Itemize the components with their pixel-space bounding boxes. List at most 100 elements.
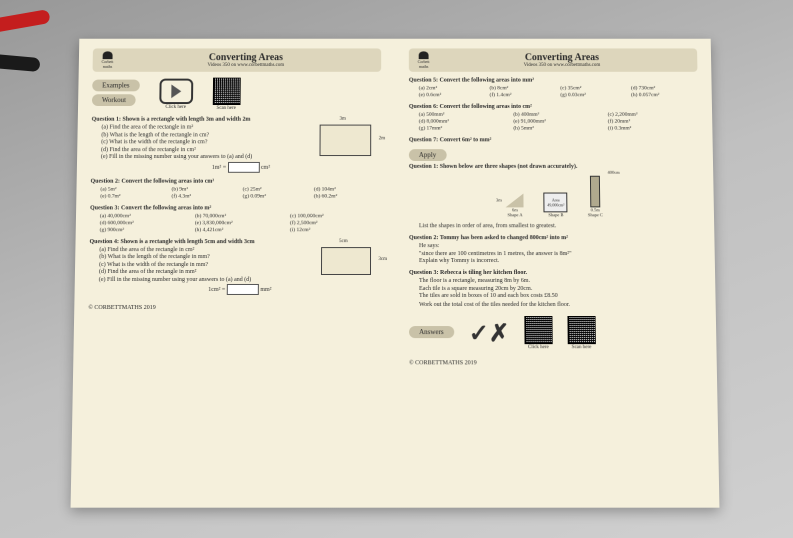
q5-c: (c) 35cm² — [560, 85, 627, 91]
q1-eq-right: cm² — [261, 164, 270, 170]
triangle-icon — [506, 194, 524, 208]
q3-e: (e) 3,830,000cm² — [195, 220, 286, 226]
aq3-l2: Each tile is a square measuring 20cm by … — [419, 285, 701, 291]
q2-title: Question 2: Convert the following areas … — [91, 178, 382, 184]
answers-row: Answers ✓✗ Click here Scan here — [409, 316, 702, 350]
workout-pill[interactable]: Workout — [92, 94, 136, 106]
aq3-l4: Work out the total cost of the tiles nee… — [419, 302, 702, 308]
q1-blank[interactable] — [228, 161, 260, 172]
q5-f: (f) 1.4cm² — [490, 92, 557, 98]
title-left: Converting Areas — [116, 52, 375, 63]
q2-opts: (a) 5m² (b) 9m² (c) 25m² (d) 104m² (e) 0… — [90, 186, 381, 199]
header-left: Corbett maths Converting Areas Videos 35… — [93, 48, 382, 71]
q2-g: (g) 0.09m² — [243, 193, 310, 199]
q5-b: (b) 8cm² — [489, 85, 556, 91]
q3-f: (f) 2,500cm² — [290, 220, 381, 226]
scan-caption-r: Scan here — [567, 345, 595, 350]
aq2-title: Question 2: Tommy has been asked to chan… — [409, 235, 701, 241]
q2-e: (e) 0.7m² — [100, 193, 167, 199]
q6-opts: (a) 500mm² (b) 400mm² (c) 2,200mm² (d) 8… — [409, 112, 699, 132]
brand-text-r: Corbett maths — [415, 59, 433, 69]
aq2-l1: He says: — [419, 243, 701, 249]
logo-icon — [103, 51, 113, 59]
question-6: Question 6: Convert the following areas … — [409, 104, 699, 131]
q3-title: Question 3: Convert the following areas … — [90, 205, 381, 211]
q2-b: (b) 9m² — [172, 186, 239, 192]
q4-rect-width: 5cm — [339, 239, 348, 244]
click-caption-r: Click here — [524, 345, 552, 350]
page-left: Corbett maths Converting Areas Videos 35… — [71, 39, 395, 508]
shape-a-wrap: 3m 6m Shape A — [506, 194, 524, 218]
q4-title: Question 4: Shown is a rectangle with le… — [89, 239, 381, 245]
click-caption: Click here — [159, 105, 193, 110]
logo-right: Corbett maths — [415, 51, 433, 69]
scan-caption: Scan here — [212, 106, 240, 111]
desk-surface: Corbett maths Converting Areas Videos 35… — [0, 0, 793, 538]
q3-b: (b) 70,000cm² — [195, 213, 286, 219]
question-1: Question 1: Shown is a rectangle with le… — [91, 117, 381, 173]
q4-rect-height: 3cm — [378, 257, 387, 262]
q5-h: (h) 0.057cm² — [631, 92, 698, 98]
apply-q2: Question 2: Tommy has been asked to chan… — [409, 235, 701, 264]
subtitle-right: Videos 350 on www.corbettmaths.com — [433, 63, 692, 68]
question-2: Question 2: Convert the following areas … — [90, 178, 381, 199]
q4e: (e) Fill in the missing number using you… — [99, 276, 381, 282]
q5-g: (g) 0.03cm² — [560, 92, 627, 98]
q7-title: Question 7: Convert 6m² to mm² — [409, 137, 699, 143]
shape-b-label: Shape B — [548, 212, 563, 217]
examples-pill[interactable]: Examples — [92, 80, 139, 92]
marker-red — [0, 9, 51, 35]
q6-c: (c) 2,200mm² — [608, 112, 699, 118]
media-row-left: Examples Workout Click here Scan here — [92, 78, 381, 111]
bar-top-label: 400cm — [608, 170, 620, 175]
aq1-instruction: List the shapes in order of area, from s… — [409, 223, 700, 229]
q3-g: (g) 900cm² — [100, 227, 191, 233]
shapes-row: 3m 6m Shape A Area 49,000cm² Shape B — [409, 176, 700, 218]
q5-a: (a) 2cm² — [419, 85, 486, 91]
footer-left: © CORBETTMATHS 2019 — [88, 305, 381, 311]
q3-i: (i) 12cm² — [290, 227, 381, 233]
shape-c-label: Shape C — [588, 212, 603, 217]
q6-title: Question 6: Convert the following areas … — [409, 104, 698, 110]
qr-right-2 — [567, 316, 595, 344]
shape-b-wrap: Area 49,000cm² Shape B — [544, 193, 568, 218]
worksheet-paper: Corbett maths Converting Areas Videos 35… — [71, 39, 720, 508]
q5-title: Question 5: Convert the following areas … — [409, 78, 698, 84]
q1-eq-left: 1m² = — [212, 164, 226, 170]
header-right: Corbett maths Converting Areas Videos 35… — [409, 48, 698, 71]
q2-d: (d) 104m² — [314, 186, 381, 192]
aq3-title: Question 3: Rebecca is tiling her kitche… — [409, 270, 701, 276]
aq2-l3: Explain why Tommy is incorrect. — [419, 258, 701, 264]
brand-text: Corbett maths — [99, 59, 117, 69]
question-4: Question 4: Shown is a rectangle with le… — [89, 239, 381, 295]
title-right: Converting Areas — [433, 52, 692, 63]
q5-opts: (a) 2cm² (b) 8cm² (c) 35cm² (d) 730cm² (… — [409, 85, 698, 98]
q1-rect-width: 3m — [339, 117, 345, 122]
apply-pill[interactable]: Apply — [409, 149, 446, 161]
q4-rect: 5cm 3cm — [321, 247, 371, 275]
q2-a: (a) 5m² — [100, 186, 167, 192]
q6-i: (i) 0.3mm² — [608, 126, 699, 132]
q1-rectangle — [320, 125, 372, 156]
q4-eq-right: mm² — [260, 287, 271, 293]
apply-q1: Question 1: Shown below are three shapes… — [409, 164, 700, 229]
tri-left-label: 3m — [496, 197, 502, 202]
question-7: Question 7: Convert 6m² to mm² — [409, 137, 699, 143]
subtitle-left: Videos 350 on www.corbettmaths.com — [116, 63, 375, 68]
q2-f: (f) 4.3m² — [171, 193, 238, 199]
apply-q3: Question 3: Rebecca is tiling her kitche… — [409, 270, 702, 308]
q6-b: (b) 400mm² — [513, 112, 604, 118]
q4-blank[interactable] — [227, 284, 259, 295]
shape-a-label: Shape A — [507, 212, 522, 217]
play-button[interactable] — [159, 79, 193, 104]
q5-e: (e) 0.6cm² — [419, 92, 486, 98]
q3-c: (c) 100,000cm² — [290, 213, 381, 219]
q2-c: (c) 25m² — [243, 186, 310, 192]
qr-left — [212, 78, 240, 105]
q4-eq-left: 1cm² = — [208, 287, 225, 293]
qr-right-1 — [524, 316, 552, 344]
answers-pill[interactable]: Answers — [409, 326, 454, 338]
q6-f: (f) 20mm² — [608, 119, 699, 125]
q2-h: (h) 60.2m² — [314, 193, 381, 199]
footer-right: © CORBETTMATHS 2019 — [409, 360, 703, 366]
